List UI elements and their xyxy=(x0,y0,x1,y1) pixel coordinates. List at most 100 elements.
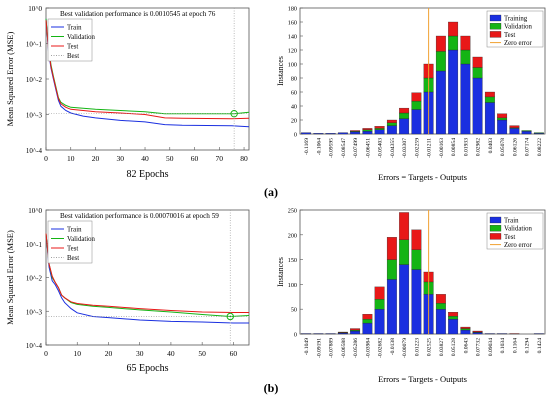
x-tick-label: -0.0138 xyxy=(390,338,396,355)
x-tick-label: 0.07732 xyxy=(476,338,482,356)
bar-test xyxy=(435,35,446,52)
y-tick-label: 10^-2 xyxy=(26,76,43,84)
panel-label-a: (a) xyxy=(264,185,278,199)
x-tick-label: 0.0403 xyxy=(488,138,494,154)
y-tick-label: 10^0 xyxy=(28,207,42,215)
x-tick-label: -0.00163 xyxy=(439,138,445,158)
series-line-train xyxy=(45,233,249,324)
x-tick-label: -0.06451 xyxy=(365,138,371,158)
x-tick-label: 40 xyxy=(167,349,175,358)
x-tick-label: 0.07174 xyxy=(525,138,531,156)
x-tick-label: -0.05286 xyxy=(353,338,359,358)
y-axis-label: Mean Squared Error (MSE) xyxy=(5,32,15,127)
bar-validation xyxy=(399,239,410,265)
bar-test xyxy=(386,119,397,123)
bar-test xyxy=(411,229,422,250)
legend-label-test: Test xyxy=(504,234,515,241)
bar-test xyxy=(399,107,410,114)
y-tick-label: 100 xyxy=(288,62,297,69)
x-tick-label: 20 xyxy=(105,349,113,358)
x-tick-label: 60 xyxy=(230,349,238,358)
y-tick-label: 40 xyxy=(291,104,297,111)
x-tick-label: 0.00854 xyxy=(451,138,457,156)
bar-training xyxy=(460,63,471,135)
x-tick-label: -0.02259 xyxy=(414,138,420,158)
performance-chart-b-performance: 10^0 10^-1 10^-2 10^-3 10^-40 10 20 30 40 50 60 Bes… xyxy=(5,207,250,374)
bar-test xyxy=(350,130,361,132)
bar-train xyxy=(399,264,410,335)
bar-test xyxy=(460,326,471,329)
bar-test xyxy=(497,113,508,119)
x-tick-label: -0.07499 xyxy=(353,138,359,158)
y-tick-label: 140 xyxy=(288,34,297,41)
x-tick-label: -0.1169 xyxy=(304,138,310,155)
y-tick-label: 10^-3 xyxy=(26,112,43,120)
y-axis-label: Instances xyxy=(276,56,285,86)
bar-test xyxy=(411,92,422,102)
x-tick-label: 30 xyxy=(117,154,125,163)
x-tick-label: 10 xyxy=(73,349,81,358)
bar-train xyxy=(374,309,385,335)
y-tick-label: 10^-3 xyxy=(26,308,43,316)
bar-training xyxy=(313,133,324,135)
bar-validation xyxy=(374,128,385,130)
legend-label-best: Best xyxy=(67,255,79,262)
chart-title: Best validation performance is 0.0010545… xyxy=(60,10,216,18)
x-tick-label: -0.08547 xyxy=(341,138,347,158)
y-tick-label: 80 xyxy=(291,76,297,83)
bar-training xyxy=(509,128,520,135)
bar-validation xyxy=(521,130,532,132)
x-tick-label: 50 xyxy=(166,154,174,163)
x-tick-label: 20 xyxy=(92,154,100,163)
bar-training xyxy=(325,133,336,135)
y-tick-label: 10^-4 xyxy=(26,147,43,155)
y-tick-label: 10^-4 xyxy=(26,342,43,350)
x-tick-label: 0.02982 xyxy=(476,138,482,156)
bar-validation xyxy=(533,132,544,134)
x-tick-label: -0.05403 xyxy=(378,138,384,158)
legend-box xyxy=(47,18,93,62)
x-tick-label: 0.06126 xyxy=(512,138,518,156)
x-tick-label: 0.01933 xyxy=(463,138,469,156)
panel-label-b: (b) xyxy=(264,381,279,395)
bar-train xyxy=(472,332,483,335)
bar-training xyxy=(484,102,495,135)
bar-train xyxy=(350,330,361,335)
x-tick-label: -0.02682 xyxy=(378,338,384,358)
x-tick-label: 0.05128 xyxy=(451,338,457,356)
bar-training xyxy=(350,131,361,135)
bar-train xyxy=(362,322,373,335)
x-axis-label: Errors = Targets - Outputs xyxy=(378,374,467,384)
bar-training xyxy=(497,119,508,135)
x-tick-label: -0.1064 xyxy=(316,138,322,155)
bar-validation xyxy=(448,315,459,320)
bar-training xyxy=(448,49,459,135)
bar-training xyxy=(411,109,422,135)
x-tick-label: 80 xyxy=(240,154,248,163)
bar-train xyxy=(411,269,422,335)
bar-validation xyxy=(362,129,373,132)
bar-test xyxy=(374,126,385,129)
y-tick-label: 180 xyxy=(288,6,297,13)
x-tick-label: 0.05078 xyxy=(500,138,506,156)
bar-validation xyxy=(497,117,508,121)
legend-box xyxy=(47,220,93,264)
x-tick-label: 60 xyxy=(191,154,199,163)
bar-validation xyxy=(362,318,373,324)
bar-training xyxy=(399,118,410,135)
x-tick-label: 0 xyxy=(44,349,48,358)
bar-validation xyxy=(460,49,471,65)
legend-label-validation: Validation xyxy=(504,226,533,233)
legend-label-best: Best xyxy=(67,53,79,60)
legend-label-validation: Validation xyxy=(504,24,533,31)
bar-test xyxy=(362,314,373,320)
bar-validation xyxy=(386,122,397,126)
histogram-a-histogram: 0 20 40 60 80 100 120 140 160 180 -0.1169 -0.1064 -0… xyxy=(276,6,546,182)
y-tick-label: 0 xyxy=(294,132,297,139)
x-tick-label: 50 xyxy=(198,349,206,358)
bar-test xyxy=(374,286,385,300)
x-tick-label: 0.08222 xyxy=(537,138,543,156)
y-tick-label: 0 xyxy=(294,332,297,339)
